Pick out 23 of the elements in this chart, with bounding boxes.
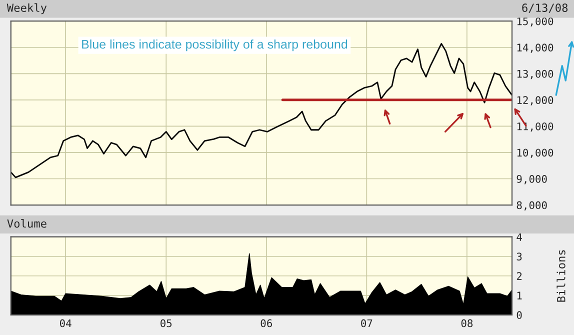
chart-title: Volume <box>7 219 46 228</box>
y-tick-label: 1 <box>517 292 522 300</box>
annotation: Blue lines indicate possibility of a sharp rebound <box>82 39 348 52</box>
chart-title: Weekly <box>6 3 47 14</box>
x-tick-label: 06 <box>260 319 272 328</box>
x-tick-label: 07 <box>361 319 372 328</box>
y-tick-label: 13,000 <box>517 70 554 80</box>
y-tick-label: 8,000 <box>516 201 547 210</box>
y-tick-label: 10,000 <box>517 148 554 158</box>
y-tick-label: 11,000 <box>517 122 554 132</box>
y-tick-label: 4 <box>516 233 522 241</box>
y-tick-label: 15,000 <box>517 17 554 27</box>
y-tick-label: 2 <box>516 272 522 280</box>
y-tick-label: 3 <box>516 252 522 260</box>
y-tick-label: 12,000 <box>517 96 554 106</box>
x-tick-label: 04 <box>60 319 72 328</box>
x-tick-label: 08 <box>461 319 473 328</box>
y2-axis-title: Billions <box>556 250 566 302</box>
y-tick-label: 0 <box>516 311 522 320</box>
y-tick-label: 14,000 <box>517 44 554 53</box>
text: 6/13/08 <box>522 4 568 13</box>
x-tick-label: 05 <box>160 319 172 328</box>
y-tick-label: 9,000 <box>516 175 547 184</box>
